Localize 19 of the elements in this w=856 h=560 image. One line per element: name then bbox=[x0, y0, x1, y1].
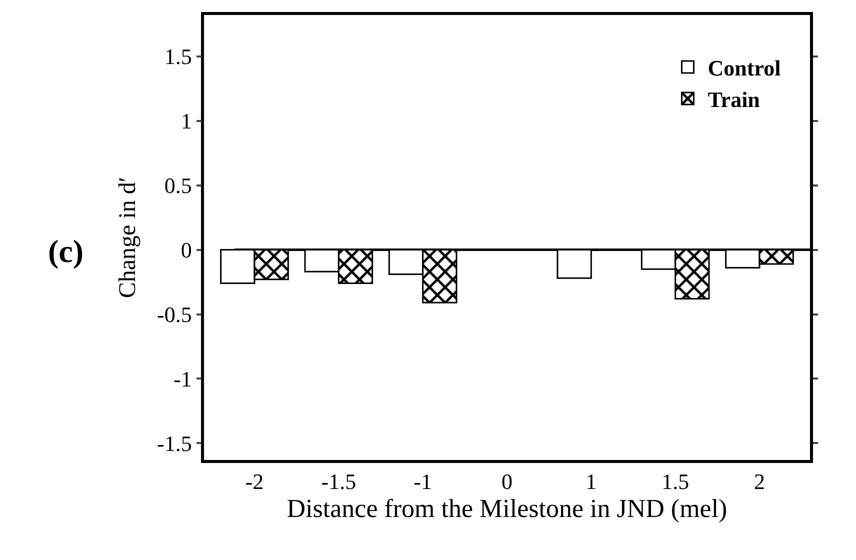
legend-label: Train bbox=[708, 87, 760, 112]
x-tick-label: 1.5 bbox=[662, 469, 690, 494]
x-tick-label: 0 bbox=[502, 469, 512, 494]
y-tick-label: -1.5 bbox=[157, 430, 192, 456]
y-tick-label: 1 bbox=[180, 108, 192, 134]
legend-label: Control bbox=[708, 56, 781, 81]
x-tick-label: -1 bbox=[414, 469, 432, 494]
y-tick-label: 0.5 bbox=[164, 172, 192, 198]
y-tick-label: -0.5 bbox=[157, 302, 192, 327]
x-tick-label: 2 bbox=[754, 469, 765, 494]
x-tick-label: 1 bbox=[586, 469, 597, 494]
y-axis-title: Change in d′ bbox=[115, 176, 142, 298]
y-tick-label: 0 bbox=[180, 237, 192, 262]
x-tick-label: -1.5 bbox=[321, 469, 356, 494]
x-axis-title: Distance from the Milestone in JND (mel) bbox=[286, 494, 728, 524]
text: (c) bbox=[48, 233, 84, 269]
y-tick-label: 1.5 bbox=[164, 44, 192, 69]
y-tick-label: -1 bbox=[174, 366, 192, 392]
x-tick-label: -2 bbox=[245, 469, 264, 494]
